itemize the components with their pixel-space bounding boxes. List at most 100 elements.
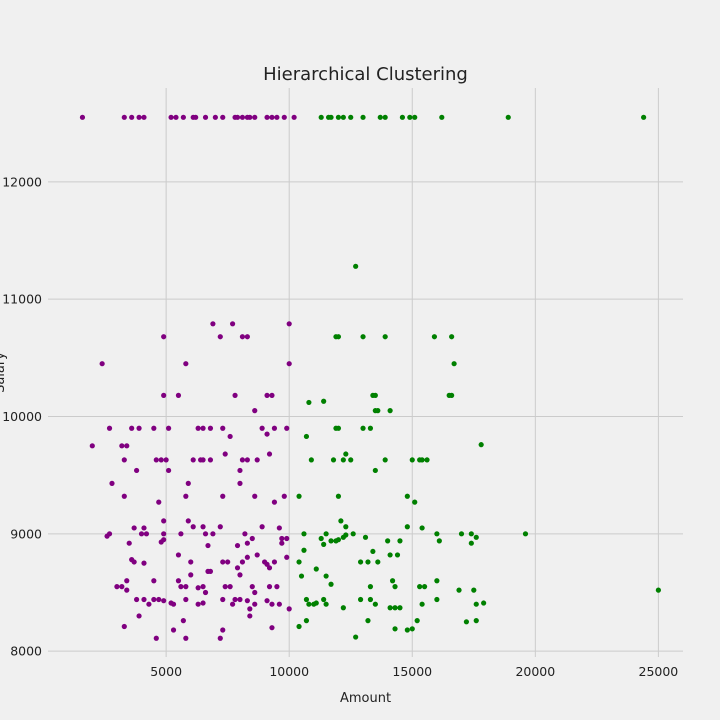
scatter-point [343, 451, 349, 457]
scatter-point [146, 601, 152, 607]
scatter-point [306, 601, 312, 607]
scatter-point [234, 565, 241, 571]
scatter-point [166, 425, 172, 431]
scatter-point [136, 114, 142, 120]
scatter-point [217, 635, 223, 641]
scatter-point [109, 480, 115, 486]
scatter-point [121, 493, 127, 499]
scatter-point [220, 559, 226, 565]
scatter-point [183, 361, 189, 367]
scatter-point [412, 499, 418, 505]
scatter-point [161, 334, 167, 340]
scatter-point [239, 559, 246, 565]
scatter-point [212, 114, 218, 120]
scatter-point [119, 584, 125, 590]
scatter-point [264, 598, 270, 604]
scatter-point [217, 334, 223, 340]
scatter-point [296, 623, 302, 630]
x-tick-label: 25000 [639, 664, 679, 679]
scatter-point [505, 114, 511, 120]
scatter-point [232, 392, 238, 398]
scatter-point [269, 114, 275, 120]
scatter-point [131, 559, 137, 565]
scatter-point [375, 559, 381, 565]
scatter-point [190, 524, 196, 530]
x-axis-label: Amount [340, 691, 391, 706]
scatter-point [434, 578, 440, 584]
scatter-point [134, 596, 140, 603]
scatter-point [210, 531, 216, 537]
scatter-point [124, 587, 130, 593]
y-tick-label: 9000 [10, 526, 42, 541]
scatter-point [335, 425, 342, 431]
scatter-point [141, 525, 147, 531]
scatter-point [281, 114, 287, 120]
x-tick-label: 10000 [269, 664, 309, 679]
scatter-point [126, 540, 132, 546]
scatter-point [279, 535, 285, 542]
scatter-point [367, 425, 374, 431]
scatter-point [348, 114, 354, 120]
scatter-point [328, 114, 334, 120]
scatter-point [183, 584, 189, 590]
scatter-point [254, 552, 260, 558]
scatter-point [220, 596, 226, 603]
scatter-point [318, 114, 324, 120]
scatter-point [131, 525, 137, 531]
scatter-point [340, 605, 346, 611]
scatter-point [281, 493, 287, 499]
scatter-point [404, 524, 410, 530]
scatter-point [220, 114, 226, 120]
scatter-point [266, 451, 273, 457]
scatter-point [291, 114, 297, 120]
scatter-point [252, 493, 258, 499]
scatter-point [303, 433, 310, 440]
scatter-point [389, 578, 396, 584]
scatter-point [252, 601, 258, 607]
scatter-point [274, 114, 280, 120]
x-tick-label: 15000 [392, 664, 432, 679]
scatter-point [170, 601, 177, 607]
scatter-point [419, 457, 425, 463]
scatter-point [353, 263, 359, 269]
scatter-point [247, 606, 253, 612]
scatter-point [227, 584, 233, 590]
scatter-point [301, 531, 307, 537]
y-tick-label: 11000 [2, 292, 42, 307]
scatter-point [269, 625, 275, 631]
scatter-point [473, 618, 479, 624]
scatter-point [106, 531, 113, 537]
scatter-point [121, 114, 127, 120]
scatter-point [207, 568, 214, 574]
scatter-point [234, 542, 241, 549]
scatter-point [200, 524, 206, 530]
scatter-points [79, 114, 661, 641]
scatter-point [296, 559, 302, 565]
scatter-point [286, 606, 292, 612]
scatter-point [353, 634, 359, 640]
scatter-point [360, 334, 366, 340]
scatter-point [372, 601, 378, 607]
scatter-point [372, 467, 378, 474]
scatter-point [412, 114, 418, 120]
scatter-point [264, 114, 270, 120]
x-tick-label: 5000 [150, 664, 182, 679]
scatter-point [328, 581, 334, 587]
scatter-point [318, 535, 324, 542]
scatter-point [330, 457, 337, 463]
scatter-point [244, 540, 250, 546]
scatter-point [266, 565, 273, 571]
scatter-point [271, 425, 278, 431]
scatter-point [313, 600, 319, 606]
scatter-point [217, 524, 223, 530]
scatter-point [200, 457, 206, 463]
scatter-point [202, 531, 209, 537]
scatter-point [387, 552, 393, 558]
y-axis-label: Salary [0, 352, 8, 393]
scatter-point [178, 531, 184, 537]
scatter-point [161, 392, 167, 398]
scatter-point [456, 587, 462, 593]
scatter-point [279, 540, 285, 546]
scatter-point [106, 425, 113, 431]
